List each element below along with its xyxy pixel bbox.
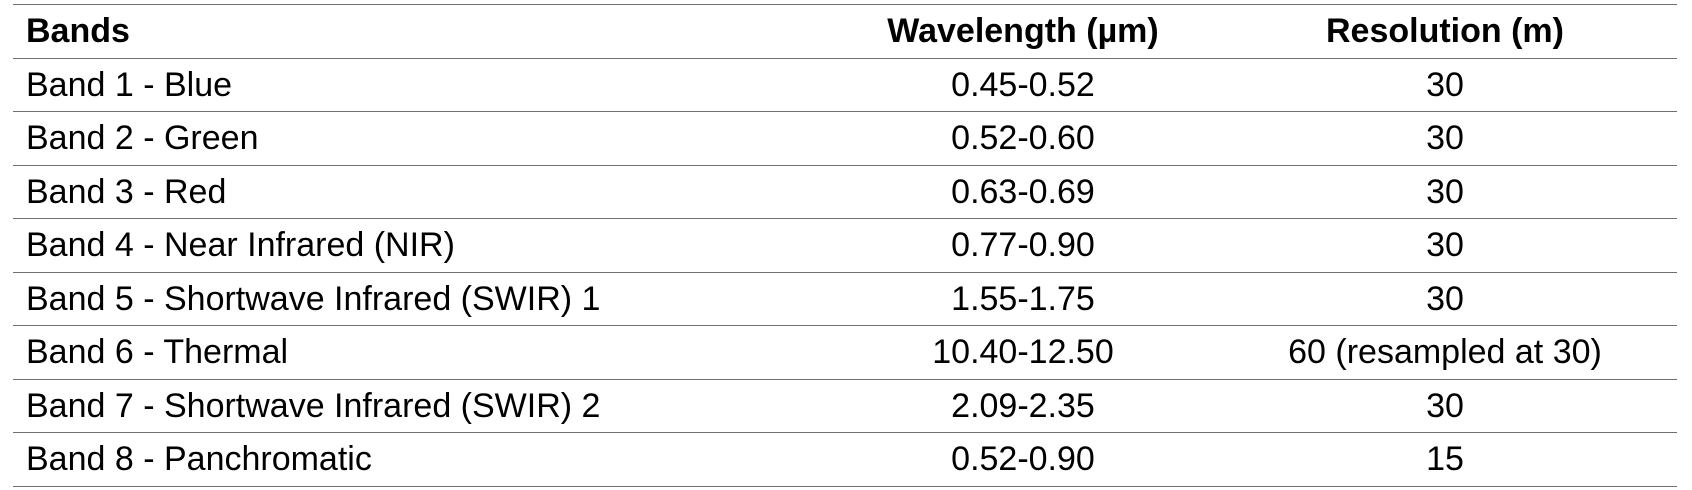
table-row: Band 3 - Red 0.63-0.69 30 — [13, 165, 1677, 219]
table-body: Band 1 - Blue 0.45-0.52 30 Band 2 - Gree… — [13, 58, 1677, 486]
band-name-cell: Band 8 - Panchromatic — [26, 440, 372, 479]
wavelength-cell: 0.45-0.52 — [951, 65, 1095, 104]
wavelength-cell: 10.40-12.50 — [932, 333, 1114, 372]
table-row: Band 1 - Blue 0.45-0.52 30 — [13, 58, 1677, 112]
table-row: Band 7 - Shortwave Infrared (SWIR) 2 2.0… — [13, 379, 1677, 433]
band-name-cell: Band 6 - Thermal — [26, 333, 289, 372]
header-row: Bands Wavelength (µm) Resolution (m) — [13, 4, 1677, 58]
band-name-cell: Band 1 - Blue — [26, 65, 233, 104]
table-header: Bands Wavelength (µm) Resolution (m) — [13, 4, 1677, 58]
header-wavelength: Wavelength (µm) — [887, 12, 1159, 51]
wavelength-cell: 0.63-0.69 — [951, 172, 1095, 211]
table-row: Band 2 - Green 0.52-0.60 30 — [13, 112, 1677, 165]
resolution-cell: 30 — [1426, 386, 1464, 425]
wavelength-cell: 0.52-0.60 — [951, 119, 1095, 158]
resolution-cell: 30 — [1426, 172, 1464, 211]
table-row: Band 4 - Near Infrared (NIR) 0.77-0.90 3… — [13, 219, 1677, 272]
table-row: Band 8 - Panchromatic 0.52-0.90 15 — [13, 433, 1677, 486]
band-name-cell: Band 4 - Near Infrared (NIR) — [26, 226, 455, 265]
resolution-cell: 30 — [1426, 65, 1464, 104]
header-bands: Bands — [26, 12, 130, 51]
wavelength-cell: 0.52-0.90 — [951, 440, 1095, 479]
band-name-cell: Band 7 - Shortwave Infrared (SWIR) 2 — [26, 386, 601, 425]
header-resolution: Resolution (m) — [1326, 12, 1564, 51]
resolution-cell: 30 — [1426, 226, 1464, 265]
resolution-cell: 30 — [1426, 279, 1464, 318]
wavelength-cell: 2.09-2.35 — [951, 386, 1095, 425]
wavelength-cell: 0.77-0.90 — [951, 226, 1095, 265]
band-name-cell: Band 3 - Red — [26, 172, 227, 211]
table-row: Band 5 - Shortwave Infrared (SWIR) 1 1.5… — [13, 272, 1677, 326]
wavelength-cell: 1.55-1.75 — [951, 279, 1095, 318]
resolution-cell: 15 — [1426, 440, 1464, 479]
band-table-container: Bands Wavelength (µm) Resolution (m) Ban… — [13, 4, 1677, 487]
table-row: Band 6 - Thermal 10.40-12.50 60 (resampl… — [13, 326, 1677, 379]
band-name-cell: Band 2 - Green — [26, 119, 259, 158]
resolution-cell: 30 — [1426, 119, 1464, 158]
resolution-cell: 60 (resampled at 30) — [1288, 333, 1602, 372]
band-table: Bands Wavelength (µm) Resolution (m) Ban… — [13, 4, 1677, 487]
band-name-cell: Band 5 - Shortwave Infrared (SWIR) 1 — [26, 279, 601, 318]
